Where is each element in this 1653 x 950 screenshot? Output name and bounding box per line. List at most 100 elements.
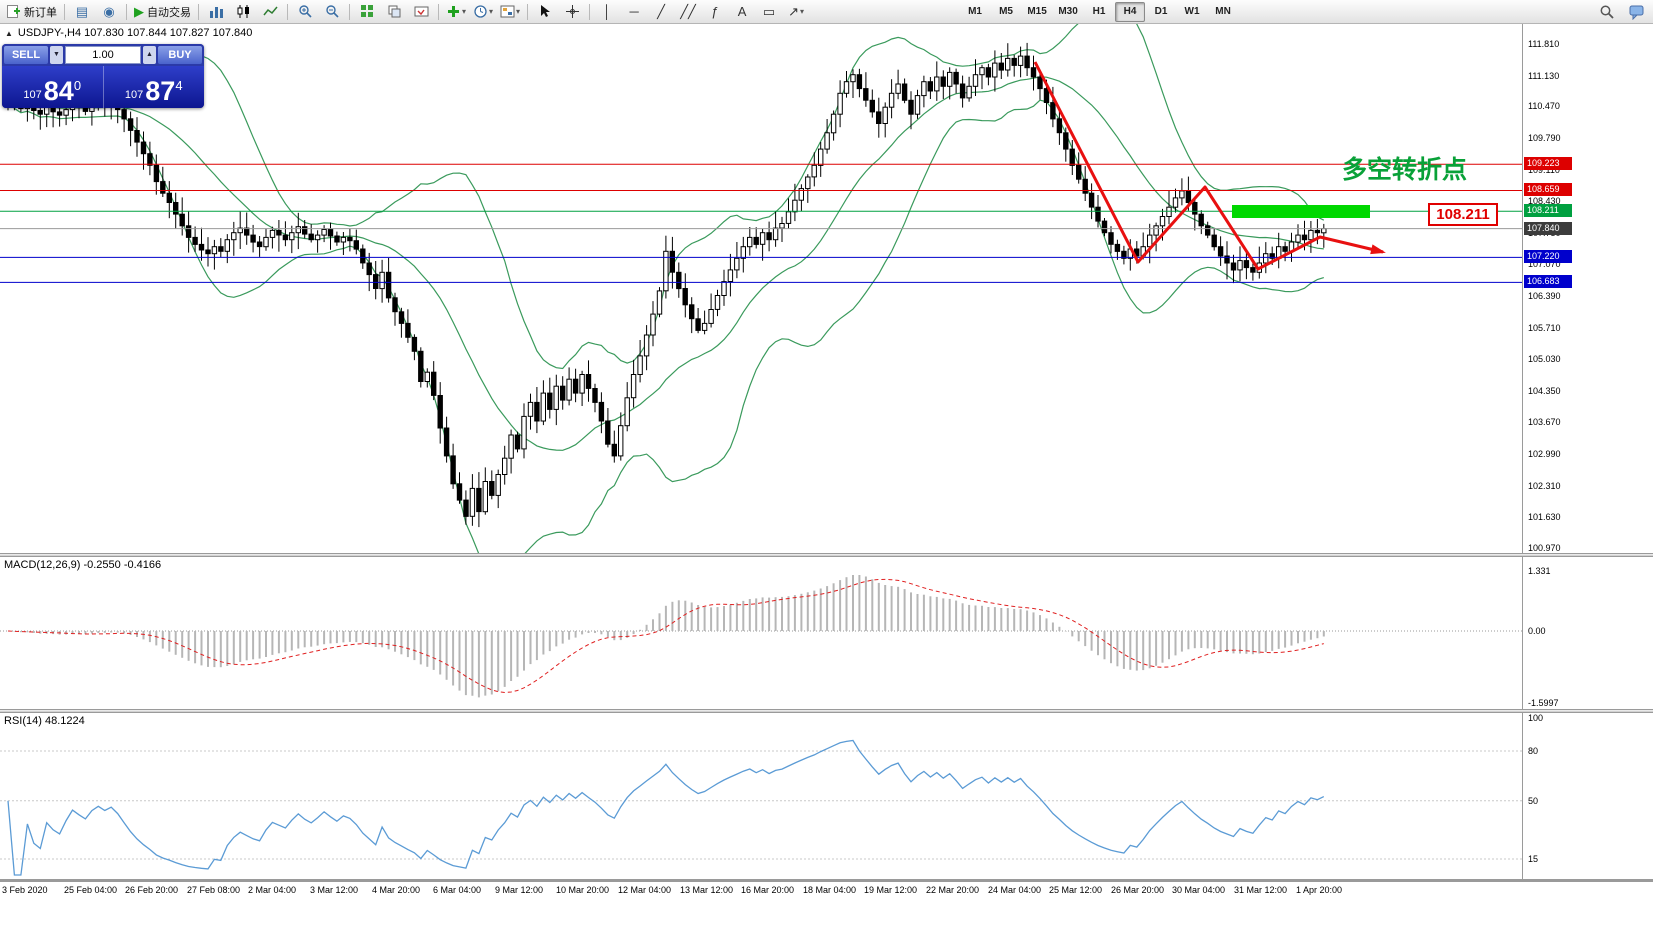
macd-label: MACD(12,26,9) -0.2550 -0.4166 <box>4 559 162 571</box>
timeframe-W1[interactable]: W1 <box>1184 6 1200 17</box>
fibonacci-button[interactable]: ƒ <box>702 1 728 23</box>
horizontal-line-button[interactable]: ─ <box>621 1 647 23</box>
time-label: 27 Feb 08:00 <box>187 885 241 895</box>
time-label: 3 Mar 12:00 <box>310 885 359 895</box>
time-label: 16 Mar 20:00 <box>741 885 795 895</box>
toolbar-separator <box>589 3 591 20</box>
chat-icon <box>1629 4 1645 20</box>
rsi-panel: RSI(14) 48.1224 100 80 50 15 <box>0 713 1653 879</box>
macd-panel: MACD(12,26,9) -0.2550 -0.4166 1.331 0.00 -… <box>0 557 1653 709</box>
zoom-in-button[interactable] <box>292 1 318 23</box>
price-tick: 105.030 <box>1528 354 1561 364</box>
autotrading-button[interactable]: ▶ 自动交易 <box>131 1 194 23</box>
arrows-button[interactable]: ↗ ▾ <box>783 1 809 23</box>
crosshair-button[interactable] <box>559 1 585 23</box>
market-watch-button[interactable]: ▤ <box>69 1 95 23</box>
vertical-line-icon: │ <box>602 4 612 19</box>
bar-chart-button[interactable] <box>203 1 229 23</box>
candlestick-button[interactable] <box>230 1 256 23</box>
time-label: 4 Mar 20:00 <box>372 885 421 895</box>
buy-button[interactable]: BUY <box>158 46 202 64</box>
vertical-line-button[interactable]: │ <box>594 1 620 23</box>
sell-button[interactable]: SELL <box>4 46 48 64</box>
line-chart-button[interactable] <box>257 1 283 23</box>
timeframe-MN[interactable]: MN <box>1215 6 1231 17</box>
price-tick: 111.130 <box>1528 71 1560 81</box>
arrange-windows-button[interactable] <box>408 1 434 23</box>
sell-price-prefix: 107 <box>23 89 42 101</box>
time-label: 26 Feb 20:00 <box>125 885 179 895</box>
buy-price-big: 87 <box>145 76 176 106</box>
periods-button[interactable]: ▾ <box>470 1 496 23</box>
price-tag: 106.683 <box>1524 275 1572 288</box>
toolbar-separator <box>126 3 127 20</box>
panel-splitter[interactable] <box>0 553 1653 557</box>
price-tick: 108.430 <box>1528 196 1561 206</box>
lot-size-input[interactable]: 1.00 <box>65 46 141 64</box>
buy-price-sup: 4 <box>175 78 183 93</box>
text-label-button[interactable]: ▭ <box>756 1 782 23</box>
text-button[interactable]: A <box>729 1 755 23</box>
line-chart-icon <box>262 4 278 19</box>
buy-price-button[interactable]: 107 87 4 <box>104 66 205 108</box>
rsi-axis[interactable]: 100 80 50 15 <box>1522 713 1653 879</box>
lot-step-up-button[interactable]: ▲ <box>143 46 156 64</box>
market-watch-icon: ▤ <box>75 3 89 19</box>
timeframe-M30[interactable]: M30 <box>1058 6 1078 17</box>
new-order-icon <box>6 4 21 19</box>
price-tick: 103.670 <box>1528 417 1561 427</box>
cursor-button[interactable] <box>532 1 558 23</box>
time-label: 1 Apr 20:00 <box>1296 885 1343 895</box>
lot-step-down-button[interactable]: ▼ <box>50 46 63 64</box>
new-order-label: 新订单 <box>24 6 57 19</box>
price-tick: 109.110 <box>1528 165 1560 175</box>
new-order-button[interactable]: 新订单 <box>3 1 60 23</box>
templates-button[interactable]: ▾ <box>497 1 523 23</box>
timeframe-H1[interactable]: H1 <box>1092 6 1106 17</box>
sell-price-sup: 0 <box>73 78 82 93</box>
price-tick: 102.310 <box>1528 481 1561 491</box>
chevron-down-icon: ▾ <box>799 7 804 16</box>
zoom-out-button[interactable] <box>319 1 345 23</box>
timeframe-M1[interactable]: M1 <box>968 6 982 17</box>
macd-canvas[interactable] <box>0 557 1522 709</box>
timeframe-M15[interactable]: M15 <box>1027 6 1047 17</box>
rsi-canvas[interactable] <box>0 713 1522 879</box>
timeframe-H4[interactable]: H4 <box>1115 1 1146 22</box>
main-chart-canvas[interactable] <box>0 24 1522 553</box>
quote-info: ▲ USDJPY-,H4 107.830 107.844 107.827 107… <box>5 27 252 39</box>
time-label: 12 Mar 04:00 <box>618 885 672 895</box>
time-label: 19 Mar 12:00 <box>864 885 918 895</box>
time-label: 9 Mar 12:00 <box>495 885 544 895</box>
sell-price-button[interactable]: 107 84 0 <box>2 66 104 108</box>
panel-splitter[interactable] <box>0 709 1653 713</box>
rsi-scale-label: 100 <box>1528 713 1544 723</box>
time-label: 26 Mar 20:00 <box>1111 885 1165 895</box>
time-label: 24 Mar 04:00 <box>988 885 1042 895</box>
macd-axis[interactable]: 1.331 0.00 -1.5997 <box>1522 557 1653 709</box>
turning-point-annotation[interactable]: 多空转折点 <box>1342 156 1468 184</box>
chevron-down-icon: ▾ <box>462 7 467 16</box>
search-button[interactable] <box>1594 1 1620 23</box>
price-axis[interactable]: 111.810 111.130 110.470 109.790 109.110 108.4… <box>1522 24 1653 553</box>
cascade-windows-button[interactable] <box>381 1 407 23</box>
toolbar-separator <box>198 3 199 20</box>
zone-price-label[interactable]: 108.211 <box>1428 203 1498 226</box>
panel-splitter[interactable] <box>0 879 1653 881</box>
crosshair-icon <box>565 4 580 19</box>
time-axis[interactable]: 3 Feb 2020 25 Feb 04:00 26 Feb 20:00 27 Feb… <box>0 881 1653 899</box>
timeframe-M5[interactable]: M5 <box>999 6 1013 17</box>
tile-windows-button[interactable] <box>354 1 380 23</box>
equidistant-channel-button[interactable]: ╱╱ <box>675 1 701 23</box>
indicators-button[interactable]: ▾ <box>443 1 469 23</box>
trade-panel-prices: 107 84 0 107 87 4 <box>2 66 204 108</box>
quote-text: USDJPY-,H4 107.830 107.844 107.827 107.8… <box>17 27 253 39</box>
navigator-button[interactable]: ◉ <box>96 1 122 23</box>
trendline-button[interactable]: ╱ <box>648 1 674 23</box>
chat-button[interactable] <box>1624 1 1650 23</box>
timeframe-D1[interactable]: D1 <box>1154 6 1168 17</box>
chart-panel: ▲ USDJPY-,H4 107.830 107.844 107.827 107… <box>0 24 1653 553</box>
time-label: 10 Mar 20:00 <box>556 885 610 895</box>
collapse-trade-panel-icon[interactable]: ▲ <box>5 28 13 38</box>
rsi-scale-label: 80 <box>1528 746 1539 756</box>
